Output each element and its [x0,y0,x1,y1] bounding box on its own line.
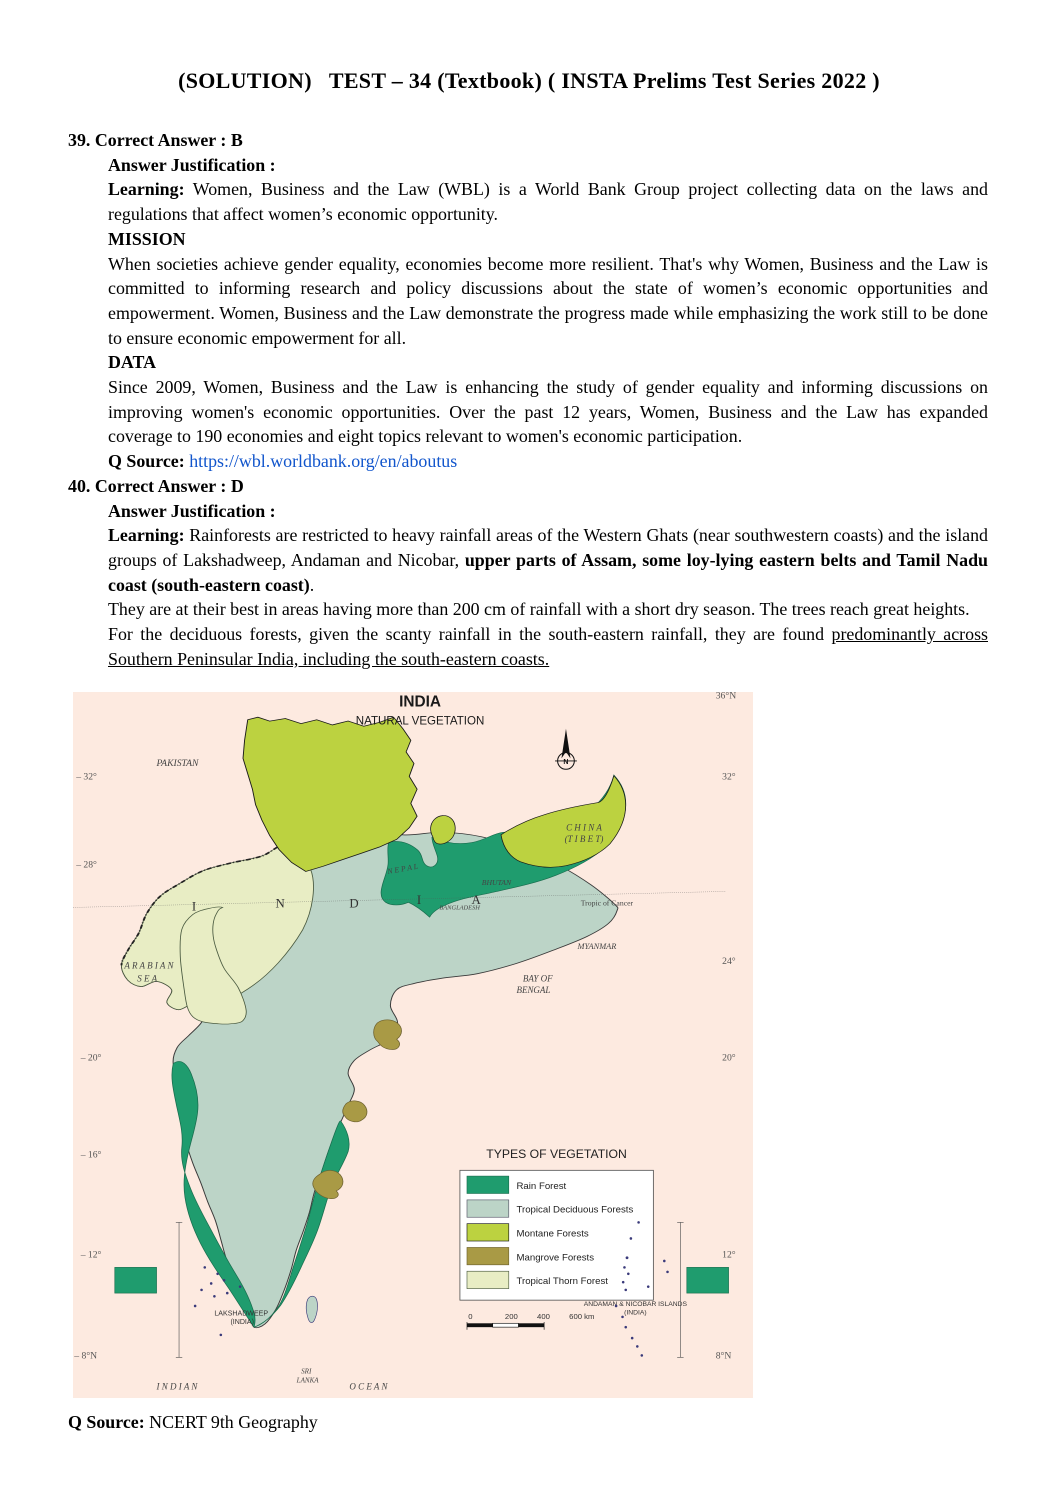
svg-text:Tropic of Cancer: Tropic of Cancer [581,899,634,908]
svg-text:32°: 32° [722,772,736,783]
svg-text:I N D I A N: I N D I A N [156,1381,199,1391]
svg-text:MYANMAR: MYANMAR [577,942,617,951]
svg-text:I: I [417,893,423,907]
svg-text:– 12°: – 12° [80,1250,102,1261]
svg-text:(INDIA): (INDIA) [230,1319,254,1326]
svg-text:D: D [349,896,360,910]
svg-text:A: A [471,893,482,907]
svg-text:I: I [192,900,198,914]
svg-text:– 20°: – 20° [80,1052,102,1063]
svg-text:– 16°: – 16° [80,1149,102,1160]
svg-text:TYPES OF VEGETATION: TYPES OF VEGETATION [486,1147,627,1161]
svg-text:24°: 24° [722,956,736,967]
svg-text:12°: 12° [722,1250,736,1261]
svg-text:LANKA: LANKA [296,1376,320,1384]
svg-text:C H I N A: C H I N A [566,822,602,832]
svg-text:36°N: 36°N [716,692,736,702]
svg-text:PAKISTAN: PAKISTAN [156,758,199,769]
svg-text:S E A: S E A [137,973,157,983]
svg-text:400: 400 [537,1312,550,1321]
svg-text:SRI: SRI [301,1367,312,1375]
svg-text:LAKSHADWEEP: LAKSHADWEEP [214,1311,268,1318]
svg-text:0: 0 [468,1312,472,1321]
svg-text:Mangrove Forests: Mangrove Forests [516,1252,594,1263]
svg-text:600 km: 600 km [569,1312,594,1321]
svg-text:20°: 20° [722,1052,736,1063]
svg-text:NATURAL VEGETATION: NATURAL VEGETATION [356,715,485,727]
svg-text:N: N [563,759,568,766]
svg-text:BHUTAN: BHUTAN [482,878,512,887]
svg-text:8°N: 8°N [716,1351,732,1362]
svg-text:– 28°: – 28° [75,860,97,871]
svg-text:(T I B E T): (T I B E T) [565,834,604,844]
svg-text:BAY OF: BAY OF [523,973,553,983]
svg-text:ANDAMAN & NICOBAR ISLANDS: ANDAMAN & NICOBAR ISLANDS [584,1301,688,1308]
svg-text:INDIA: INDIA [399,693,441,710]
svg-text:200: 200 [505,1312,518,1321]
svg-text:– 8°N: – 8°N [73,1351,97,1362]
svg-text:– 32°: – 32° [75,772,97,783]
svg-text:Rain Forest: Rain Forest [516,1181,566,1192]
svg-text:Tropical Deciduous Forests: Tropical Deciduous Forests [516,1205,633,1216]
svg-text:Montane Forests: Montane Forests [516,1229,588,1240]
svg-text:N: N [275,896,286,910]
svg-text:BENGAL: BENGAL [516,985,550,995]
svg-text:A R A B I A N: A R A B I A N [123,961,174,971]
svg-text:Tropical Thorn Forest: Tropical Thorn Forest [516,1276,608,1287]
svg-text:O C E A N: O C E A N [349,1381,388,1391]
svg-text:(INDIA): (INDIA) [624,1309,646,1316]
